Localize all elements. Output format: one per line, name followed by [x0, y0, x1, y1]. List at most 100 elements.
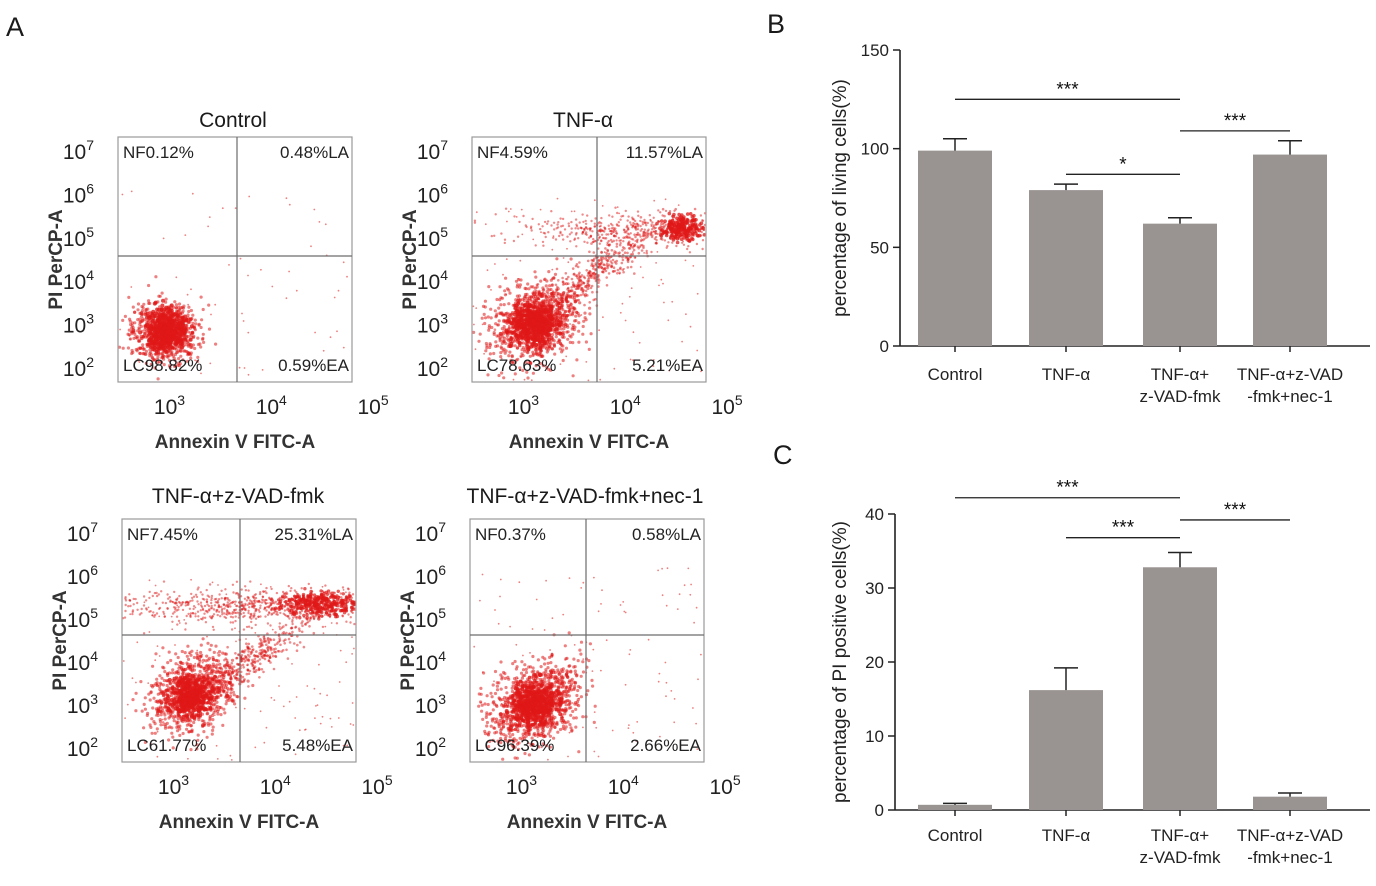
flow-cytometry-panels: Control NF0.12% 0.48%LA LC98.82% 0.59%EA 107 1…: [46, 109, 743, 833]
category-label: TNF-α+: [1151, 365, 1210, 384]
flow-y-tick: 104: [67, 648, 98, 675]
flow-x-tick: 103: [158, 772, 189, 799]
flow-dot-cloud: [473, 567, 702, 761]
quadrant-label-la: 25.31%LA: [275, 525, 354, 544]
quadrant-label-ea: 2.66%EA: [630, 736, 702, 755]
category-label: -fmk+nec-1: [1247, 387, 1333, 406]
y-tick-label: 20: [865, 653, 884, 672]
quadrant-label-nf: NF7.45%: [127, 525, 198, 544]
flow-plot-title: TNF-α: [553, 109, 613, 132]
quadrant-label-la: 0.58%LA: [632, 525, 702, 544]
flow-plot-3: TNF-α+z-VAD-fmk NF7.45% 25.31%LA LC61.77% 5.…: [50, 485, 393, 833]
flow-y-tick: 106: [415, 562, 446, 589]
category-label: z-VAD-fmk: [1140, 848, 1221, 867]
flow-x-tick: 105: [711, 392, 742, 419]
flow-plot-frame: [121, 518, 357, 763]
flow-x-tick: 104: [610, 392, 641, 419]
flow-y-tick: 104: [415, 648, 446, 675]
flow-y-tick: 102: [415, 734, 446, 761]
flow-plot-frame: [469, 518, 705, 763]
flow-y-tick: 107: [67, 519, 98, 546]
quadrant-label-lc: LC61.77%: [127, 736, 206, 755]
flow-y-tick: 106: [417, 180, 448, 207]
flow-plot-frame: [117, 136, 353, 383]
flow-plot-frame: [471, 136, 707, 383]
flow-x-tick: 104: [260, 772, 291, 799]
flow-y-tick: 107: [417, 137, 448, 164]
flow-y-tick: 107: [63, 137, 94, 164]
significance-label: ***: [1224, 500, 1247, 521]
significance-label: ***: [1056, 79, 1079, 100]
flow-dot-cloud: [117, 190, 348, 381]
flow-dot-cloud: [121, 578, 357, 761]
y-tick-label: 40: [865, 505, 884, 524]
flow-y-tick: 106: [67, 562, 98, 589]
bar-chart-pi-positive: 0 10 20 30 40 percentage of PI positive cells…: [830, 478, 1370, 867]
flow-y-axis-label: PI PerCP-A: [50, 590, 71, 691]
bar: [1253, 796, 1327, 810]
flow-y-tick: 103: [67, 691, 98, 718]
flow-x-tick: 105: [709, 772, 740, 799]
category-label: TNF-α: [1042, 365, 1091, 384]
flow-x-tick: 105: [361, 772, 392, 799]
flow-y-tick: 105: [63, 224, 94, 251]
flow-y-tick: 105: [417, 224, 448, 251]
flow-y-axis-label: PI PerCP-A: [400, 209, 421, 310]
flow-y-tick: 103: [415, 691, 446, 718]
y-tick-label: 50: [870, 238, 889, 257]
flow-plot-1: Control NF0.12% 0.48%LA LC98.82% 0.59%EA 107 1…: [46, 109, 389, 453]
flow-x-axis-label: Annexin V FITC-A: [155, 432, 316, 453]
quadrant-label-nf: NF0.12%: [123, 143, 194, 162]
category-label: Control: [928, 365, 983, 384]
panel-letter-c: C: [773, 440, 793, 470]
flow-y-tick: 103: [417, 311, 448, 338]
flow-x-tick: 103: [154, 392, 185, 419]
quadrant-label-ea: 0.59%EA: [278, 356, 350, 375]
quadrant-label-nf: NF4.59%: [477, 143, 548, 162]
bar: [1029, 690, 1103, 810]
significance-label: *: [1119, 154, 1127, 175]
category-label: TNF-α: [1042, 826, 1091, 845]
flow-x-tick: 105: [357, 392, 388, 419]
y-axis-label: percentage of living cells(%): [830, 79, 851, 317]
flow-x-tick: 103: [508, 392, 539, 419]
flow-x-axis-label: Annexin V FITC-A: [159, 812, 320, 833]
flow-y-tick: 106: [63, 180, 94, 207]
flow-y-axis-label: PI PerCP-A: [46, 209, 67, 310]
flow-y-tick: 103: [63, 311, 94, 338]
flow-y-axis-label: PI PerCP-A: [398, 590, 419, 691]
flow-plot-2: TNF-α NF4.59% 11.57%LA LC78.63% 5.21%EA 107 10…: [400, 109, 743, 453]
flow-dot-cloud: [472, 197, 707, 382]
y-tick-label: 150: [861, 41, 889, 60]
flow-plot-title: TNF-α+z-VAD-fmk: [152, 485, 325, 508]
quadrant-label-ea: 5.21%EA: [632, 356, 704, 375]
flow-y-tick: 102: [63, 354, 94, 381]
flow-x-axis-label: Annexin V FITC-A: [507, 812, 668, 833]
category-label: Control: [928, 826, 983, 845]
flow-plot-4: TNF-α+z-VAD-fmk+nec-1 NF0.37% 0.58%LA LC96.…: [398, 485, 741, 833]
y-tick-label: 0: [875, 801, 884, 820]
y-tick-label: 0: [880, 337, 889, 356]
quadrant-label-ea: 5.48%EA: [282, 736, 354, 755]
flow-y-tick: 102: [67, 734, 98, 761]
flow-x-tick: 103: [506, 772, 537, 799]
flow-x-axis-label: Annexin V FITC-A: [509, 432, 670, 453]
category-label: TNF-α+: [1151, 826, 1210, 845]
bar: [1143, 567, 1217, 810]
category-label: -fmk+nec-1: [1247, 848, 1333, 867]
panel-letter-b: B: [767, 9, 785, 39]
quadrant-label-la: 11.57%LA: [626, 143, 704, 162]
y-tick-label: 100: [861, 140, 889, 159]
y-tick-label: 30: [865, 579, 884, 598]
flow-y-tick: 105: [67, 605, 98, 632]
significance-label: ***: [1056, 478, 1079, 499]
bar: [1143, 223, 1217, 346]
quadrant-label-lc: LC96.39%: [475, 736, 554, 755]
bar-chart-living-cells: 0 50 100 150 percentage of living cells(%) Co…: [830, 41, 1370, 406]
bar: [1029, 190, 1103, 346]
y-tick-label: 10: [865, 727, 884, 746]
flow-x-tick: 104: [608, 772, 639, 799]
category-label: TNF-α+z-VAD: [1237, 365, 1343, 384]
significance-label: ***: [1224, 111, 1247, 132]
